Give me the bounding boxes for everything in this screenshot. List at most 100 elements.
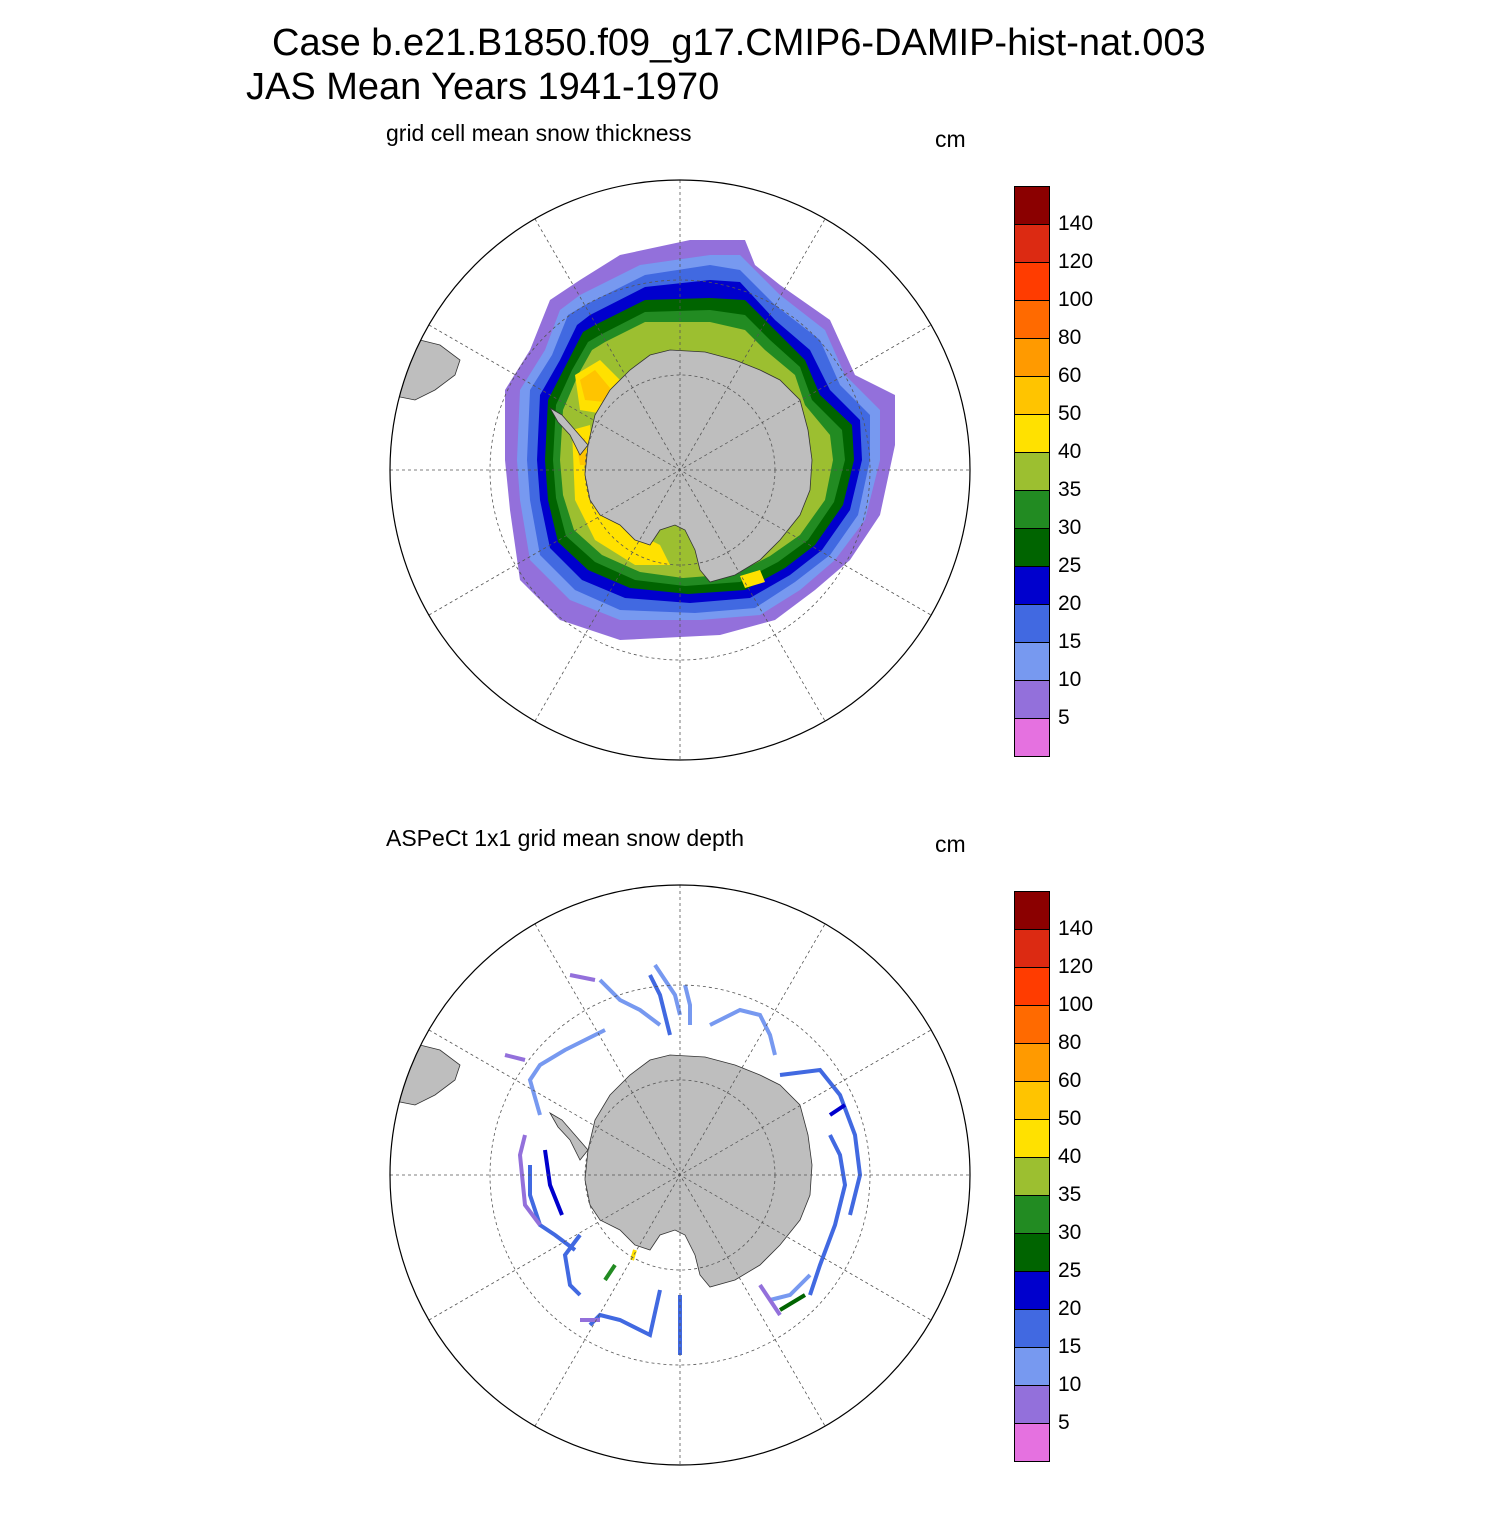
colorbar-label: 120 [1058, 250, 1094, 273]
colorbar-box [1014, 1424, 1050, 1462]
map-border [389, 179, 971, 761]
colorbar-label: 120 [1058, 955, 1094, 978]
colorbar-label: 15 [1058, 630, 1082, 653]
colorbar-box [1014, 1234, 1050, 1272]
ship-tracks [504, 963, 863, 1355]
colorbar-box [1014, 1348, 1050, 1386]
polar-map-obs [389, 884, 971, 1466]
graticule [390, 180, 970, 760]
units-label: cm [935, 126, 966, 152]
track-16 [517, 1134, 542, 1227]
colorbar-box [1014, 567, 1050, 605]
band-40c [740, 570, 765, 588]
colorbar-box [1014, 529, 1050, 567]
map-border [389, 884, 971, 1466]
track-21 [630, 1249, 637, 1261]
colorbar-label: 140 [1058, 212, 1094, 235]
colorbar-label: 50 [1058, 402, 1082, 425]
colorbar-box [1014, 301, 1050, 339]
panel-model: grid cell mean snow thickness cm [0, 110, 1500, 810]
track-4 [653, 963, 682, 1016]
colorbar-label: 25 [1058, 1259, 1082, 1282]
track-18 [504, 1053, 526, 1062]
colorbar-box [1014, 1044, 1050, 1082]
track-12 [588, 1289, 662, 1338]
colorbar-label: 50 [1058, 1107, 1082, 1130]
colorbar-box [1014, 643, 1050, 681]
colorbar-label: 100 [1058, 993, 1094, 1016]
colorbar-box [1014, 1272, 1050, 1310]
graticule [390, 885, 970, 1465]
track-23 [778, 1293, 807, 1312]
track-19 [543, 1149, 564, 1216]
colorbar-label: 60 [1058, 1069, 1082, 1092]
colorbar-box [1014, 968, 1050, 1006]
panel-obs: ASPeCt 1x1 grid mean snow depth cm [0, 815, 1500, 1515]
antarctic-peninsula [548, 1111, 589, 1161]
colorbar-label: 10 [1058, 1373, 1082, 1396]
figure-title-line2: JAS Mean Years 1941-1970 [246, 66, 720, 108]
colorbar-label: 5 [1058, 1411, 1070, 1434]
colorbar-box [1014, 930, 1050, 968]
figure-title-line1: Case b.e21.B1850.f09_g17.CMIP6-DAMIP-his… [272, 22, 1206, 64]
band-50 [580, 370, 610, 402]
colorbar-label: 40 [1058, 440, 1082, 463]
colorbar-label: 40 [1058, 1145, 1082, 1168]
colorbar-box [1014, 1310, 1050, 1348]
colorbar-box [1014, 339, 1050, 377]
colorbar-label: 10 [1058, 668, 1082, 691]
colorbar-label: 20 [1058, 1297, 1082, 1320]
colorbar-box [1014, 225, 1050, 263]
units-label: cm [935, 831, 966, 857]
colorbar-label: 30 [1058, 516, 1082, 539]
track-8 [808, 1134, 848, 1296]
colorbar-box [1014, 186, 1050, 225]
colorbar-box [1014, 415, 1050, 453]
track-17 [527, 1028, 606, 1116]
antarctic-peninsula [548, 406, 589, 456]
colorbar-label: 100 [1058, 288, 1094, 311]
colorbar-label: 35 [1058, 478, 1082, 501]
colorbar-box [1014, 453, 1050, 491]
colorbar-label: 20 [1058, 592, 1082, 615]
track-3 [648, 974, 672, 1036]
panel-subtitle: ASPeCt 1x1 grid mean snow depth [386, 825, 744, 851]
colorbar-box [1014, 377, 1050, 415]
track-22 [828, 1103, 847, 1117]
colorbar-label: 30 [1058, 1221, 1082, 1244]
colorbar-box [1014, 1082, 1050, 1120]
track-15 [528, 1165, 577, 1252]
colorbar-box [1014, 605, 1050, 643]
colorbar: 140 120 100 80 60 50 40 35 30 25 20 15 10 5 [1014, 891, 1093, 1462]
track-6 [709, 1007, 777, 1056]
colorbar-box [1014, 1120, 1050, 1158]
panel-subtitle: grid cell mean snow thickness [386, 120, 692, 146]
colorbar-label: 80 [1058, 326, 1082, 349]
colorbar-box [1014, 491, 1050, 529]
antarctica-landmass [584, 1054, 813, 1288]
track-7 [779, 1067, 863, 1216]
colorbar-label: 35 [1058, 1183, 1082, 1206]
colorbar-label: 15 [1058, 1335, 1082, 1358]
band-40b [572, 425, 670, 565]
track-14 [562, 1233, 582, 1297]
colorbar-box [1014, 891, 1050, 930]
colorbar-label: 140 [1058, 917, 1094, 940]
colorbar-box [1014, 1006, 1050, 1044]
colorbar-box [1014, 1386, 1050, 1424]
polar-map-model [389, 179, 971, 761]
colorbar-box [1014, 719, 1050, 757]
colorbar: 140 120 100 80 60 50 40 35 30 25 20 15 10 5 [1014, 186, 1093, 757]
colorbar-box [1014, 263, 1050, 301]
colorbar-label: 25 [1058, 554, 1082, 577]
track-2 [598, 978, 662, 1027]
track-20 [603, 1263, 617, 1282]
colorbar-box [1014, 1158, 1050, 1196]
track-10 [758, 1283, 782, 1317]
track-1 [569, 973, 596, 982]
colorbar-box [1014, 1196, 1050, 1234]
colorbar-box [1014, 681, 1050, 719]
track-5 [683, 984, 692, 1025]
track-9 [769, 1273, 812, 1302]
colorbar-label: 5 [1058, 706, 1070, 729]
